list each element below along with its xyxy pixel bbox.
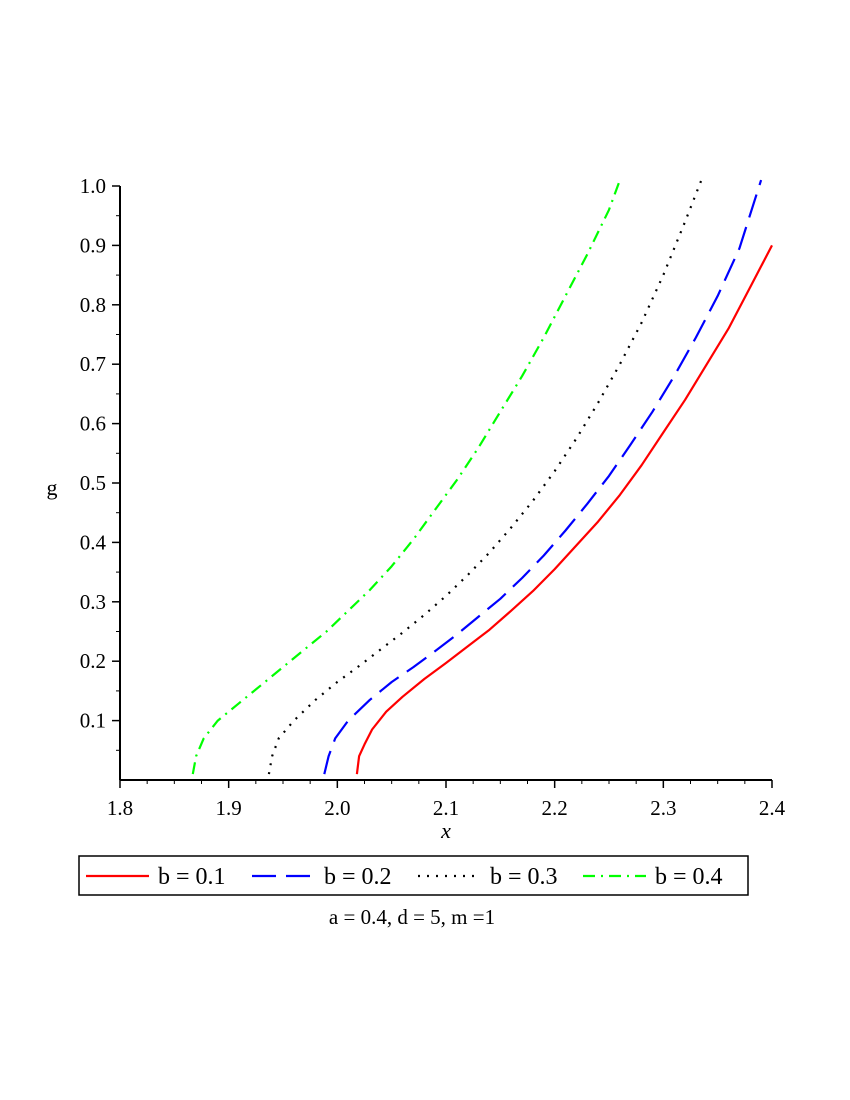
- y-tick-label: 0.1: [80, 709, 106, 733]
- legend-label-3: b = 0.3: [490, 864, 558, 890]
- x-tick-label: 1.8: [107, 796, 133, 820]
- axes: [119, 186, 772, 781]
- series-layer: [191, 179, 773, 775]
- legend-label-1: b = 0.1: [158, 864, 226, 890]
- y-tick-label: 0.8: [80, 293, 106, 317]
- y-ticks: 0.1 0.2 0.3 0.4 0.5 0.6 0.7 0.8 0.9 1.0: [80, 174, 120, 751]
- y-tick-label: 0.6: [80, 412, 106, 436]
- y-tick-label: 0.5: [80, 471, 106, 495]
- legend-label-4: b = 0.4: [655, 864, 723, 890]
- x-tick-label: 2.2: [542, 796, 568, 820]
- y-tick-label: 0.9: [80, 233, 106, 257]
- x-axis-label: x: [440, 818, 451, 843]
- x-tick-label: 2.1: [433, 796, 459, 820]
- series-line-1: [355, 244, 773, 775]
- legend-label-2: b = 0.2: [324, 864, 392, 890]
- legend: b = 0.1 b = 0.2 b = 0.3 b = 0.4: [78, 855, 749, 896]
- x-tick-label: 1.9: [216, 796, 242, 820]
- x-tick-label: 2.3: [650, 796, 676, 820]
- y-tick-label: 0.4: [80, 530, 107, 554]
- y-axis-label: g: [47, 475, 58, 500]
- y-tick-label: 1.0: [80, 174, 106, 198]
- y-tick-label: 0.2: [80, 649, 106, 673]
- caption: a = 0.4, d = 5, m =1: [329, 905, 495, 929]
- series-line-3: [267, 179, 703, 775]
- series-line-4: [191, 179, 621, 775]
- series-line-2: [323, 179, 763, 775]
- y-tick-label: 0.7: [80, 352, 106, 376]
- x-ticks: 1.8 1.9 2.0 2.1 2.2 2.3 2.4: [107, 780, 786, 820]
- x-tick-label: 2.4: [759, 796, 786, 820]
- x-tick-label: 2.0: [324, 796, 350, 820]
- y-tick-label: 0.3: [80, 590, 106, 614]
